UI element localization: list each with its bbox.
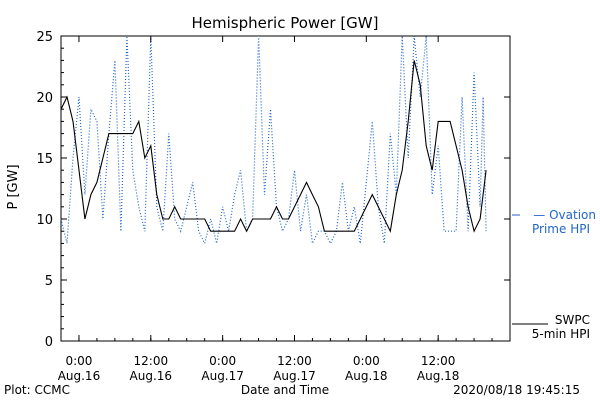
series-layer bbox=[60, 35, 487, 246]
x-tick-label-time: 12:00 bbox=[277, 354, 312, 368]
x-tick-label-date: Aug.16 bbox=[130, 369, 173, 383]
legend-swpc-label-line1: SWPC bbox=[555, 313, 590, 327]
legend-ovation-label-line1: — Ovation bbox=[533, 208, 596, 222]
x-tick-label-time: 0:00 bbox=[65, 354, 92, 368]
series-swpc-line bbox=[60, 60, 487, 233]
y-tick-label: 15 bbox=[36, 152, 53, 167]
plot-timestamp: 2020/08/18 19:45:15 bbox=[453, 383, 580, 397]
plot-frame bbox=[60, 35, 511, 342]
legend-swpc-label-line2: 5-min HPI bbox=[532, 327, 590, 341]
plot-credit: Plot: CCMC bbox=[4, 383, 70, 397]
y-axis-ticks: 0 5 10 15 20 25 bbox=[36, 30, 510, 350]
y-tick-label: 10 bbox=[36, 213, 53, 228]
x-axis-ticks: 0:00Aug.1612:00Aug.160:00Aug.1712:00Aug.… bbox=[58, 36, 511, 383]
x-tick-label-date: Aug.17 bbox=[273, 369, 316, 383]
chart-title: Hemispheric Power [GW] bbox=[192, 14, 379, 32]
x-axis-label: Date and Time bbox=[241, 383, 329, 397]
x-tick-label-date: Aug.18 bbox=[345, 369, 388, 383]
x-tick-label-date: Aug.18 bbox=[417, 369, 460, 383]
x-tick-label-time: 12:00 bbox=[134, 354, 169, 368]
y-tick-label: 25 bbox=[36, 30, 53, 45]
x-tick-label-date: Aug.16 bbox=[58, 369, 101, 383]
plot-area bbox=[60, 35, 511, 342]
y-tick-label: 20 bbox=[36, 91, 53, 106]
y-tick-label: 0 bbox=[45, 335, 53, 350]
x-tick-label-date: Aug.17 bbox=[201, 369, 244, 383]
y-tick-label: 5 bbox=[45, 274, 53, 289]
x-tick-label-time: 0:00 bbox=[209, 354, 236, 368]
y-axis-label: P [GW] bbox=[6, 164, 21, 209]
legend-ovation-label-line2: Prime HPI bbox=[532, 222, 590, 236]
x-tick-label-time: 0:00 bbox=[353, 354, 380, 368]
x-tick-label-time: 12:00 bbox=[421, 354, 456, 368]
